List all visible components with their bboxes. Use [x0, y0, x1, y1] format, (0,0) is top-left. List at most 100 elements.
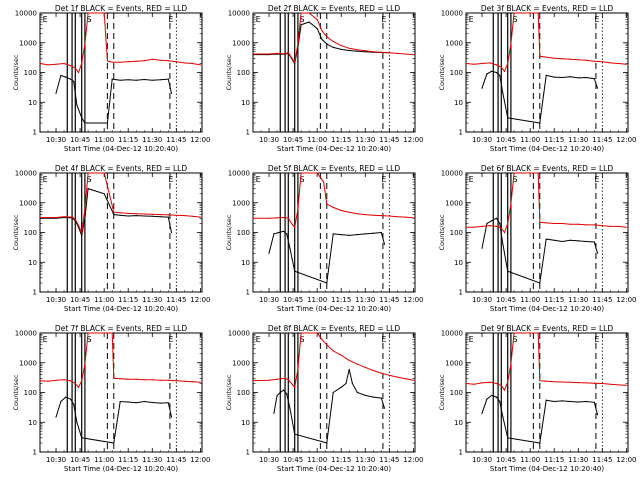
lld-point: [183, 215, 185, 217]
x-tick-label: 10:30: [46, 136, 66, 144]
lld-point: [87, 172, 89, 174]
lld-point: [84, 208, 86, 210]
y-tick-label: 1: [33, 449, 37, 457]
lld-series-line: [465, 332, 627, 392]
events-point: [326, 43, 328, 45]
lld-point: [276, 52, 278, 55]
lld-point: [569, 381, 571, 383]
chart-title: Det 9f BLACK = Events, RED = LLD: [481, 324, 614, 333]
lld-point: [348, 47, 350, 49]
events-point: [372, 396, 374, 398]
events-point: [127, 215, 129, 217]
chart-title: Det 4f BLACK = Events, RED = LLD: [55, 164, 188, 173]
y-tick-label: 1: [33, 289, 37, 297]
x-tick-label: 11:45: [166, 136, 186, 144]
events-point: [499, 222, 501, 225]
x-tick-label: 11:45: [379, 296, 399, 304]
chart-title: Det 1f BLACK = Events, RED = LLD: [55, 4, 188, 13]
events-point: [143, 400, 145, 403]
lld-point: [537, 332, 539, 334]
events-point: [372, 232, 374, 234]
plot-frame: [39, 172, 203, 293]
marker-label: E: [43, 15, 48, 24]
lld-point: [71, 216, 73, 218]
events-point: [481, 412, 483, 414]
events-point: [60, 74, 62, 76]
lld-point: [113, 211, 115, 213]
lld-point: [321, 339, 323, 341]
events-point: [119, 214, 121, 216]
events-point: [539, 282, 541, 284]
lld-point: [489, 225, 491, 227]
y-tick-label: 10: [454, 259, 463, 267]
x-tick-label: 11:15: [118, 296, 138, 304]
lld-point: [326, 36, 328, 38]
lld-point: [513, 172, 515, 174]
events-point: [383, 407, 386, 409]
lld-point: [569, 223, 571, 225]
y-tick-label: 1: [459, 449, 463, 457]
x-tick-label: 10:45: [70, 136, 90, 144]
x-tick-label: 11:00: [307, 296, 327, 304]
x-tick-label: 10:30: [472, 456, 492, 464]
y-axis-label: Counts/sec: [438, 374, 446, 410]
lld-point: [81, 231, 83, 234]
lld-point: [297, 368, 299, 370]
lld-point: [77, 71, 80, 74]
lld-point: [372, 369, 374, 372]
x-tick-label: 11:15: [544, 296, 564, 304]
y-tick-label: 1: [459, 129, 463, 137]
y-tick-label: 10: [241, 259, 250, 267]
lld-point: [308, 12, 310, 14]
events-point: [55, 92, 57, 94]
events-point: [326, 282, 328, 284]
lld-point: [290, 222, 293, 225]
y-tick-label: 100: [237, 229, 250, 237]
lld-point: [268, 217, 270, 219]
x-axis-label: Start Time (04-Dec-12 10:20:40): [490, 305, 604, 313]
events-point: [596, 87, 599, 89]
events-point: [486, 73, 488, 75]
x-tick-label: 11:30: [142, 296, 162, 304]
lld-point: [69, 65, 72, 67]
lld-point: [465, 382, 467, 385]
events-point: [561, 76, 563, 79]
lld-point: [561, 58, 563, 60]
chart-title: Det 5f BLACK = Events, RED = LLD: [268, 164, 401, 173]
lld-point: [84, 363, 86, 365]
lld-point: [191, 62, 193, 65]
lld-point: [143, 379, 145, 381]
lld-point: [316, 19, 318, 21]
lld-point: [380, 51, 382, 53]
events-point: [593, 401, 595, 403]
events-point: [356, 50, 358, 52]
events-point: [539, 442, 541, 444]
lld-point: [481, 382, 483, 384]
lld-point: [69, 380, 72, 382]
lld-point: [539, 55, 541, 57]
events-point: [561, 400, 563, 402]
lld-point: [151, 379, 153, 381]
lld-point: [143, 213, 145, 215]
lld-point: [167, 60, 169, 62]
lld-point: [340, 209, 342, 212]
events-point: [596, 414, 599, 416]
events-point: [539, 122, 541, 124]
lld-point: [537, 12, 539, 14]
lld-point: [63, 379, 65, 381]
events-point: [286, 233, 288, 235]
events-point: [332, 46, 334, 49]
lld-point: [290, 56, 293, 59]
events-point: [65, 396, 67, 398]
events-point: [545, 74, 547, 76]
y-axis-label: Counts/sec: [12, 214, 20, 250]
x-tick-label: 10:30: [46, 456, 66, 464]
events-point: [60, 400, 62, 403]
x-tick-label: 12:00: [190, 296, 210, 304]
events-point: [276, 394, 278, 396]
lld-point: [113, 377, 115, 379]
lld-point: [119, 212, 121, 214]
events-point: [81, 234, 83, 236]
events-point: [151, 215, 153, 217]
events-point: [351, 382, 353, 385]
